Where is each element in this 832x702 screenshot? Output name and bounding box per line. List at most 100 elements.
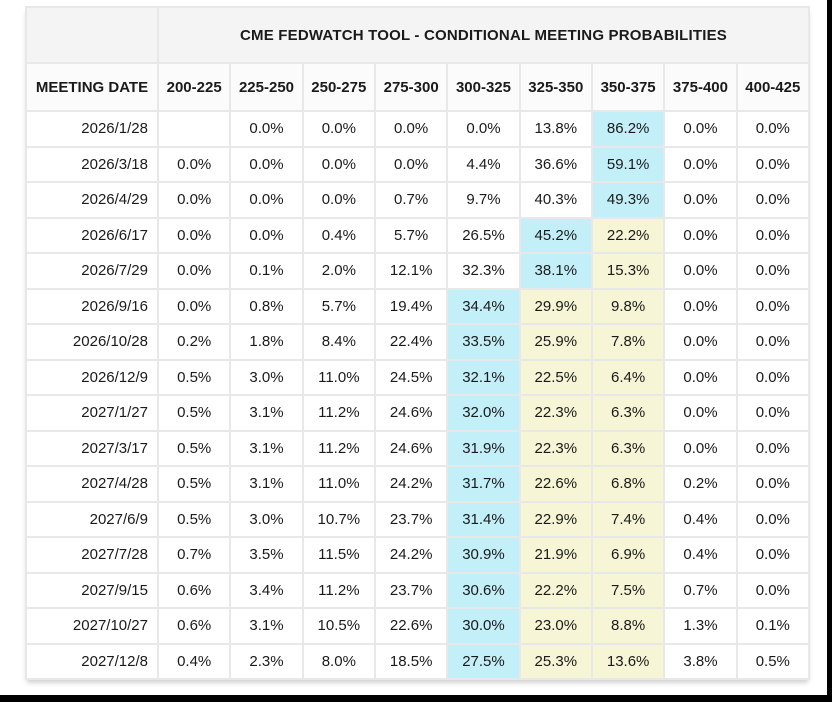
table-row: 2026/12/9 0.5% 3.0% 11.0% 24.5% 32.1% 22.5% 6.4… (25, 358, 811, 396)
meeting-date-cell: 2027/6/9 (25, 500, 159, 538)
probability-cell: 22.2% (590, 216, 666, 254)
probability-cell: 25.3% (518, 642, 593, 680)
table-row: 2026/1/28 0.0% 0.0% 0.0% 0.0% 13.8% 86.2% 0.0% 0… (25, 110, 811, 148)
probability-cell: 0.0% (735, 429, 811, 467)
probability-cell: 0.0% (663, 323, 738, 361)
probability-cell: 0.0% (301, 145, 376, 183)
probability-cell: 30.9% (446, 536, 521, 574)
column-header-meeting-date: MEETING DATE (25, 62, 159, 112)
probability-cell: 0.5% (156, 394, 232, 432)
table-body: 2026/1/28 0.0% 0.0% 0.0% 0.0% 13.8% 86.2% 0.0% 0… (25, 110, 811, 680)
probability-cell: 0.0% (663, 358, 738, 396)
probability-cell: 11.0% (301, 465, 376, 503)
table-row: 2026/7/29 0.0% 0.1% 2.0% 12.1% 32.3% 38.1% 15.3… (25, 252, 811, 290)
title-row: CME FEDWATCH TOOL - CONDITIONAL MEETING … (25, 6, 810, 64)
probability-cell: 22.6% (373, 607, 449, 645)
probability-cell: 0.7% (156, 536, 232, 574)
probability-cell: 0.7% (663, 571, 738, 609)
table-row: 2027/10/27 0.6% 3.1% 10.5% 22.6% 30.0% 23.0% 8.… (25, 607, 811, 645)
probability-cell: 0.0% (735, 216, 811, 254)
table-row: 2027/9/15 0.6% 3.4% 11.2% 23.7% 30.6% 22.2% 7.5… (25, 571, 811, 609)
probability-cell: 22.2% (518, 571, 593, 609)
probability-cell: 0.4% (301, 216, 376, 254)
column-header-rate-range: 200-225 (156, 62, 232, 112)
probability-cell: 0.0% (663, 429, 738, 467)
probability-cell: 7.5% (590, 571, 666, 609)
column-header-rate-range: 350-375 (590, 62, 666, 112)
probability-cell: 0.1% (735, 607, 811, 645)
table-row: 2027/12/8 0.4% 2.3% 8.0% 18.5% 27.5% 25.3% 13.6… (25, 642, 811, 680)
probability-cell: 8.4% (301, 323, 376, 361)
meeting-date-cell: 2026/1/28 (25, 110, 159, 148)
probability-cell: 86.2% (590, 110, 666, 148)
probability-cell: 0.4% (156, 642, 232, 680)
probability-cell: 30.0% (446, 607, 521, 645)
table-row: 2026/9/16 0.0% 0.8% 5.7% 19.4% 34.4% 29.9% 9.8%… (25, 287, 811, 325)
probability-cell: 5.7% (373, 216, 449, 254)
probability-cell: 36.6% (518, 145, 593, 183)
meeting-date-cell: 2026/4/29 (25, 181, 159, 219)
probability-cell: 3.5% (229, 536, 304, 574)
probability-cell: 15.3% (590, 252, 666, 290)
probability-cell: 10.5% (301, 607, 376, 645)
probability-cell: 22.4% (373, 323, 449, 361)
probability-cell: 0.0% (373, 145, 449, 183)
probability-cell: 0.6% (156, 607, 232, 645)
probability-cell: 1.8% (229, 323, 304, 361)
probability-cell: 6.8% (590, 465, 666, 503)
probability-cell: 0.0% (663, 252, 738, 290)
probability-cell: 18.5% (373, 642, 449, 680)
probability-cell: 0.0% (735, 394, 811, 432)
probability-cell: 3.1% (229, 607, 304, 645)
probability-cell: 0.5% (156, 465, 232, 503)
column-header-rate-range: 225-250 (229, 62, 304, 112)
table-row: 2027/7/28 0.7% 3.5% 11.5% 24.2% 30.9% 21.9% 6.9… (25, 536, 811, 574)
column-header-rate-range: 375-400 (663, 62, 738, 112)
probability-cell: 22.6% (518, 465, 593, 503)
probability-cell: 34.4% (446, 287, 521, 325)
probability-cell: 8.8% (590, 607, 666, 645)
probability-cell: 0.0% (156, 287, 232, 325)
probability-cell: 24.5% (373, 358, 449, 396)
probability-cell: 3.8% (663, 642, 738, 680)
probability-cell: 6.9% (590, 536, 666, 574)
meeting-date-cell: 2026/3/18 (25, 145, 159, 183)
probability-cell: 27.5% (446, 642, 521, 680)
probability-cell: 6.3% (590, 429, 666, 467)
probability-cell: 45.2% (518, 216, 593, 254)
probability-cell: 13.8% (518, 110, 593, 148)
probability-cell: 0.5% (156, 358, 232, 396)
probability-cell: 0.0% (156, 216, 232, 254)
probability-cell: 22.9% (518, 500, 593, 538)
probability-cell: 7.4% (590, 500, 666, 538)
probability-cell: 24.2% (373, 536, 449, 574)
probability-cell: 21.9% (518, 536, 593, 574)
probability-cell: 30.6% (446, 571, 521, 609)
column-header-rate-range: 300-325 (446, 62, 521, 112)
meeting-date-cell: 2026/12/9 (25, 358, 159, 396)
probability-cell: 0.0% (735, 181, 811, 219)
probability-cell: 0.0% (663, 394, 738, 432)
probability-cell: 1.3% (663, 607, 738, 645)
probability-cell: 0.2% (156, 323, 232, 361)
column-header-rate-range: 325-350 (518, 62, 593, 112)
probability-cell: 3.4% (229, 571, 304, 609)
table-row: 2026/3/18 0.0% 0.0% 0.0% 0.0% 4.4% 36.6% 59.1% 0… (25, 145, 811, 183)
table-row: 2027/6/9 0.5% 3.0% 10.7% 23.7% 31.4% 22.9% 7.4%… (25, 500, 811, 538)
probability-cell: 0.1% (229, 252, 304, 290)
probability-cell: 31.4% (446, 500, 521, 538)
probability-cell: 3.0% (229, 500, 304, 538)
probability-cell: 0.0% (735, 500, 811, 538)
probability-cell: 13.6% (590, 642, 666, 680)
probability-cell: 22.3% (518, 394, 593, 432)
probability-cell: 0.5% (156, 500, 232, 538)
probability-cell (156, 110, 232, 148)
probability-cell: 0.0% (229, 181, 304, 219)
probability-cell: 0.0% (229, 216, 304, 254)
probability-cell: 0.8% (229, 287, 304, 325)
probability-cell: 25.9% (518, 323, 593, 361)
probability-cell: 23.7% (373, 571, 449, 609)
probability-cell: 6.4% (590, 358, 666, 396)
probability-cell: 0.0% (735, 536, 811, 574)
probability-cell: 9.7% (446, 181, 521, 219)
